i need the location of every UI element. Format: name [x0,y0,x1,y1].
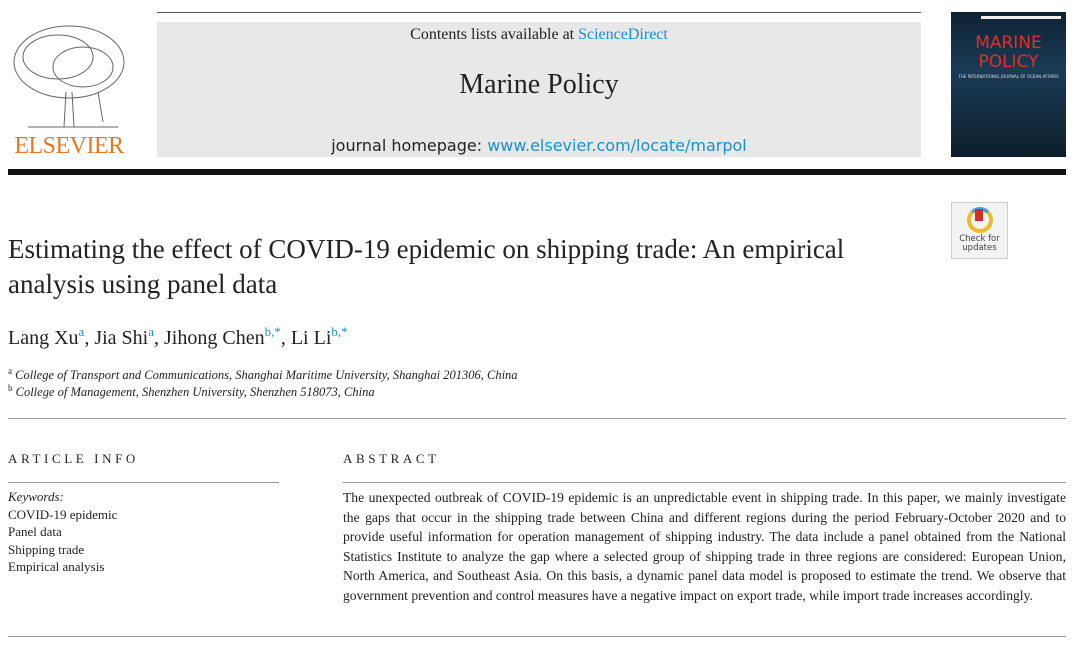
divider [8,636,1066,637]
journal-name: Marine Policy [459,69,619,100]
divider [8,482,279,483]
affiliation: b College of Management, Shenzhen Univer… [8,383,375,399]
bookmark-icon [966,207,993,233]
author[interactable]: Li Li [290,327,332,349]
keyword: COVID-19 epidemic [8,506,118,522]
keywords: Keywords: COVID-19 epidemic Panel data S… [8,489,118,574]
sciencedirect-link[interactable]: ScienceDirect [578,26,668,43]
article-title: Estimating the effect of COVID-19 epidem… [8,234,845,299]
homepage-link[interactable]: www.elsevier.com/locate/marpol [487,136,747,155]
abstract-heading: ABSTRACT [343,451,440,466]
author[interactable]: Jihong Chen [164,327,265,349]
divider [343,482,1066,483]
author[interactable]: Jia Shi [94,327,149,349]
journal-banner: Contents lists available at ScienceDirec… [157,22,921,157]
keyword: Empirical analysis [8,559,105,574]
author-list: Lang Xua, Jia Shia, Jihong Chenb,*, Li L… [8,324,348,349]
affiliation: a College of Transport and Communication… [8,366,518,382]
header-divider [8,169,1066,175]
journal-cover: MARINE POLICY THE INTERNATIONAL JOURNAL … [951,12,1066,157]
divider [8,418,1066,419]
author[interactable]: Lang Xu [8,327,79,349]
article-info-heading: ARTICLE INFO [8,451,139,466]
abstract-text: The unexpected outbreak of COVID-19 epid… [343,490,1066,603]
tree-icon [13,25,125,128]
top-rule [157,12,921,13]
keyword: Shipping trade [8,541,85,557]
check-for-updates-button[interactable]: Check for updates [951,202,1008,259]
keyword: Panel data [8,524,62,539]
elsevier-logo: ELSEVIER [8,22,130,160]
